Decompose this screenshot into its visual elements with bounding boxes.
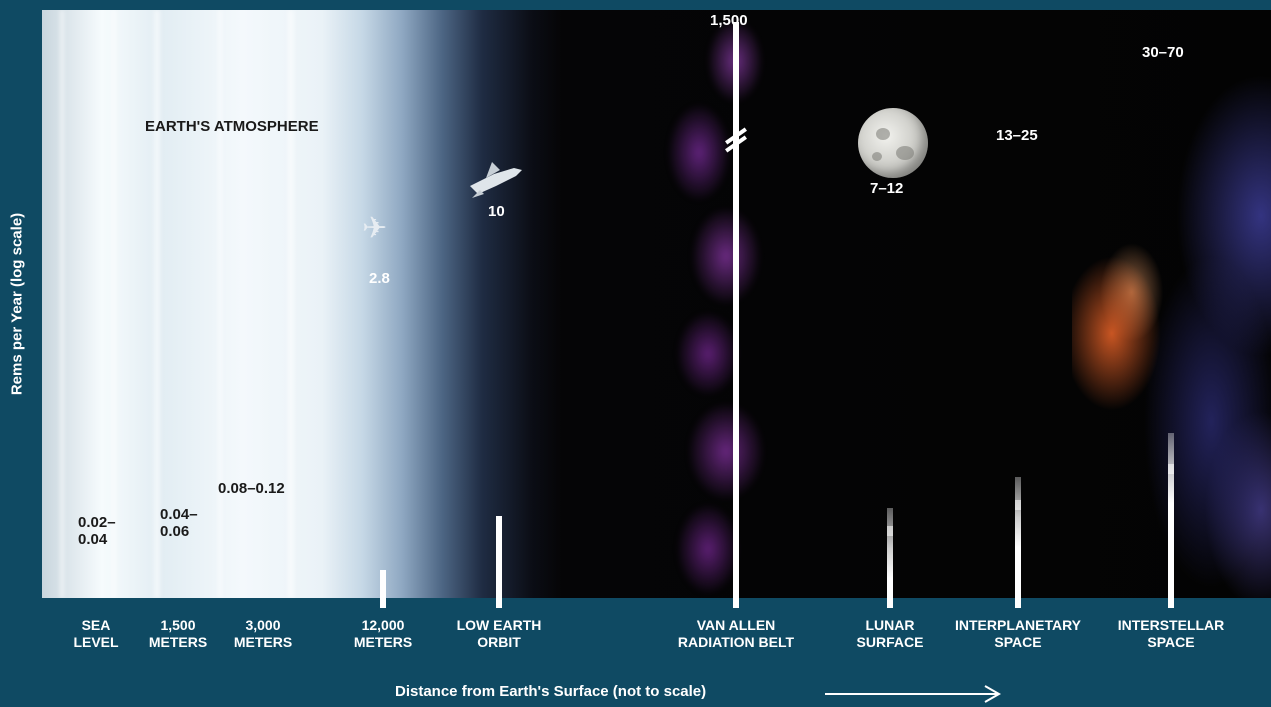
airplane-icon: ✈ xyxy=(362,212,388,245)
category-label-7: INTERPLANETARY SPACE xyxy=(955,617,1081,650)
value-label-4: 10 xyxy=(488,203,505,220)
category-label-4: LOW EARTH ORBIT xyxy=(456,617,542,650)
category-label-2: 3,000 METERS xyxy=(233,617,293,650)
value-label-3: 2.8 xyxy=(369,270,390,287)
category-label-8: INTERSTELLAR SPACE xyxy=(1117,617,1225,650)
cloud-streak xyxy=(288,10,294,598)
cloud-streak xyxy=(154,10,160,598)
cloud-streak xyxy=(218,10,222,598)
category-label-3: 12,000 METERS xyxy=(353,617,413,650)
bar-6 xyxy=(887,508,893,608)
bar-4 xyxy=(496,516,502,608)
moon-icon xyxy=(858,108,928,178)
value-label-1: 0.04– 0.06 xyxy=(160,506,198,540)
value-label-6: 7–12 xyxy=(870,180,904,197)
category-label-0: SEA LEVEL xyxy=(73,617,119,650)
range-low-tick-6 xyxy=(887,526,893,537)
category-label-1: 1,500 METERS xyxy=(148,617,208,650)
bar-3 xyxy=(380,570,386,608)
bar-7 xyxy=(1015,477,1021,608)
category-label-6: LUNAR SURFACE xyxy=(856,617,924,650)
value-label-0: 0.02– 0.04 xyxy=(78,514,116,548)
space-shuttle-icon xyxy=(470,162,522,198)
range-low-tick-7 xyxy=(1015,499,1021,510)
atmosphere-annotation: EARTH'S ATMOSPHERE xyxy=(145,118,319,135)
bar-8 xyxy=(1168,433,1174,608)
right-arrow-icon xyxy=(825,685,1002,703)
bar-5 xyxy=(733,22,739,608)
value-label-8: 30–70 xyxy=(1142,44,1184,61)
cloud-streak xyxy=(60,10,64,598)
van-allen-belt-glow xyxy=(627,10,807,598)
value-label-5: 1,500 xyxy=(710,12,748,29)
y-axis-label: Rems per Year (log scale) xyxy=(8,212,26,396)
x-axis-label: Distance from Earth's Surface (not to sc… xyxy=(395,683,707,700)
category-label-5: VAN ALLEN RADIATION BELT xyxy=(677,617,795,650)
plot-area: ✈ xyxy=(42,10,1271,598)
value-label-2: 0.08–0.12 xyxy=(218,480,285,497)
range-low-tick-8 xyxy=(1168,464,1174,475)
value-label-7: 13–25 xyxy=(996,127,1038,144)
cloud-streak xyxy=(112,10,116,598)
